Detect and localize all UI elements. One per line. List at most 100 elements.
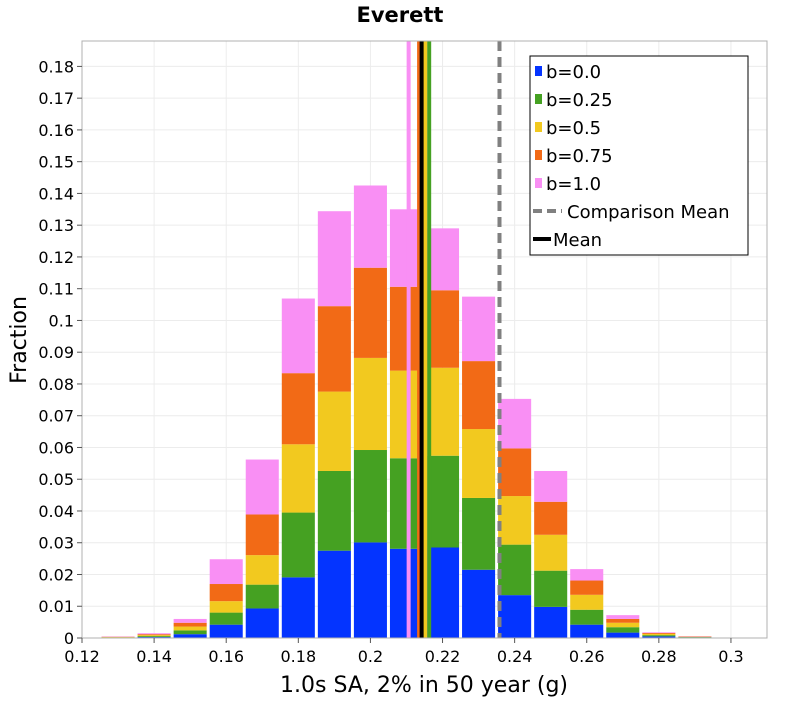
y-tick-label: 0.14 (38, 184, 74, 203)
bar-segment-b05 (570, 595, 603, 610)
bar-segment-b025 (246, 585, 279, 609)
bar-segment-b05 (210, 601, 243, 612)
chart-title: Everett (357, 3, 444, 27)
y-tick-label: 0.03 (38, 534, 74, 553)
bar-segment-b10 (642, 632, 675, 633)
x-tick-label: 0.26 (569, 647, 605, 666)
bar-segment-b00 (354, 542, 387, 638)
bar-segment-b00 (606, 633, 639, 638)
legend: b=0.0 b=0.25 b=0.5 b=0.75 b=1.0 Comparis… (530, 56, 748, 255)
bar-segment-b075 (282, 373, 315, 444)
x-tick-label: 0.28 (641, 647, 677, 666)
bar-segment-b075 (606, 619, 639, 623)
bar-segment-b00 (246, 608, 279, 638)
x-axis-label: 1.0s SA, 2% in 50 year (g) (280, 673, 568, 698)
y-tick-label: 0.09 (38, 343, 74, 362)
bar-segment-b075 (174, 623, 207, 627)
legend-swatch-b05 (535, 122, 542, 132)
bar-segment-b025 (318, 471, 351, 551)
bar-segment-b05 (642, 634, 675, 635)
bar-segment-b10 (498, 399, 531, 449)
x-tick-label: 0.22 (425, 647, 461, 666)
x-tick-label: 0.2 (358, 647, 383, 666)
bar-segment-b00 (282, 577, 315, 638)
legend-label-b00: b=0.0 (546, 62, 601, 83)
legend-swatch-b075 (535, 150, 542, 160)
y-tick-label: 0.1 (49, 311, 74, 330)
bar-segment-b075 (138, 634, 171, 635)
y-tick-label: 0.13 (38, 216, 74, 235)
legend-swatch-b00 (535, 66, 542, 76)
x-tick-label: 0.16 (208, 647, 244, 666)
bar-segment-b075 (210, 584, 243, 601)
bar-segment-b05 (174, 627, 207, 631)
bar-segment-b05 (606, 623, 639, 627)
legend-label-b075: b=0.75 (546, 146, 613, 167)
bar-segment-b10 (318, 211, 351, 306)
bar-segment-b00 (318, 551, 351, 638)
bar-segment-b05 (246, 555, 279, 585)
bar-segment-b075 (318, 306, 351, 391)
x-tick-label: 0.3 (718, 647, 743, 666)
legend-label-b025: b=0.25 (546, 90, 613, 111)
bar-segment-b10 (210, 559, 243, 584)
bar-segment-b00 (534, 607, 567, 638)
bar-segment-b05 (282, 444, 315, 512)
y-tick-label: 0.08 (38, 375, 74, 394)
y-tick-label: 0.07 (38, 407, 74, 426)
bar-segment-b025 (210, 613, 243, 625)
bar-segment-b025 (138, 636, 171, 637)
bar-segment-b10 (246, 460, 279, 515)
bar-segment-b025 (462, 498, 495, 570)
y-tick-label: 0.15 (38, 153, 74, 172)
bar-segment-b10 (354, 185, 387, 267)
legend-label-b05: b=0.5 (546, 118, 601, 139)
y-tick-label: 0.18 (38, 57, 74, 76)
bar-segment-b00 (462, 570, 495, 638)
bar-segment-b025 (354, 450, 387, 542)
x-tick-label: 0.18 (281, 647, 317, 666)
x-tick-label: 0.14 (136, 647, 172, 666)
y-tick-label: 0.06 (38, 438, 74, 457)
bar-segment-b10 (570, 569, 603, 580)
bar-segment-b00 (498, 595, 531, 638)
bar-segment-b025 (282, 513, 315, 578)
bar-segment-b10 (534, 471, 567, 502)
bar-segment-b025 (498, 545, 531, 595)
bar-segment-b10 (282, 299, 315, 374)
bar-segment-b05 (498, 496, 531, 545)
bar-segment-b05 (534, 535, 567, 571)
bar-segment-b10 (606, 615, 639, 619)
bar-segment-b10 (138, 633, 171, 634)
y-tick-label: 0.16 (38, 121, 74, 140)
bar-segment-b00 (174, 634, 207, 638)
bar-segment-b00 (210, 625, 243, 638)
bar-segment-b025 (174, 630, 207, 634)
y-tick-label: 0.04 (38, 502, 74, 521)
legend-swatch-b10 (535, 178, 542, 188)
bar-segment-b075 (246, 514, 279, 555)
bar-segment-b075 (534, 502, 567, 535)
bar-segment-b05 (354, 358, 387, 450)
bar-segment-b025 (642, 635, 675, 636)
legend-label-mean: Mean (553, 230, 602, 251)
legend-label-b10: b=1.0 (546, 174, 601, 195)
y-tick-label: 0.11 (38, 280, 74, 299)
bar-segment-b075 (642, 633, 675, 634)
bar-segment-b05 (138, 635, 171, 636)
legend-label-comparison-mean: Comparison Mean (567, 202, 730, 223)
y-axis-label: Fraction (7, 296, 32, 384)
y-tick-label: 0.01 (38, 597, 74, 616)
x-tick-label: 0.12 (64, 647, 100, 666)
y-tick-label: 0.02 (38, 565, 74, 584)
bar-segment-b10 (462, 297, 495, 361)
y-tick-label: 0 (64, 629, 74, 648)
bar-segment-b025 (534, 571, 567, 607)
bar-segment-b05 (462, 429, 495, 498)
y-tick-label: 0.12 (38, 248, 74, 267)
bar-segment-b075 (462, 361, 495, 429)
bar-segment-b025 (606, 627, 639, 632)
bar-segment-b075 (570, 581, 603, 595)
